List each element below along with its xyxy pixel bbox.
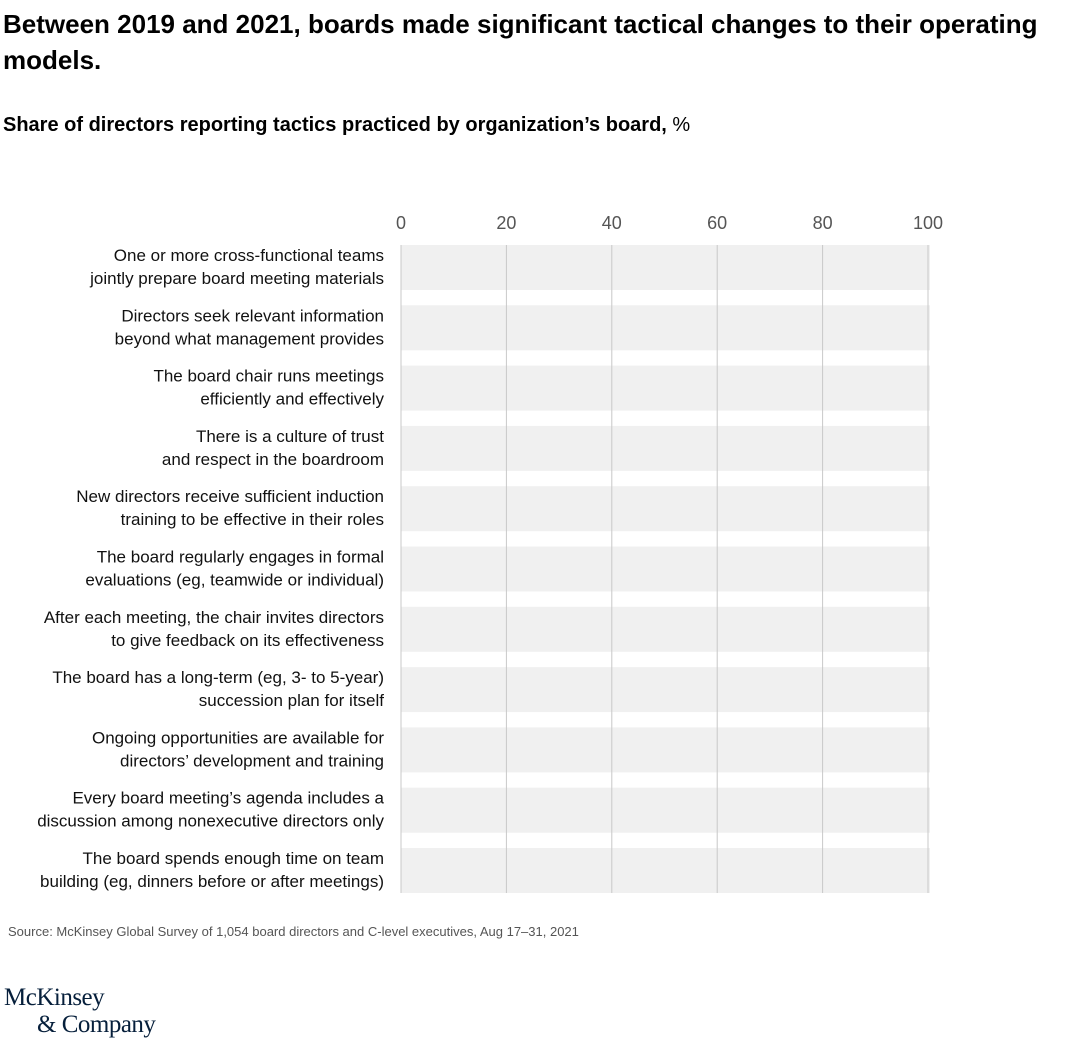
- bar-track: [401, 727, 930, 773]
- category-label: The board spends enough time on team: [83, 849, 384, 868]
- source-note: Source: McKinsey Global Survey of 1,054 …: [8, 924, 579, 939]
- category-label: Every board meeting’s agenda includes a: [72, 789, 384, 808]
- bar-track: [401, 305, 930, 351]
- category-label: The board has a long-term (eg, 3- to 5-y…: [52, 668, 384, 687]
- x-tick-label: 60: [707, 213, 727, 233]
- category-label: succession plan for itself: [199, 691, 384, 710]
- category-label: Ongoing opportunities are available for: [92, 728, 384, 747]
- mckinsey-logo: McKinsey & Company: [4, 984, 156, 1038]
- bar-track: [401, 425, 930, 471]
- category-label: After each meeting, the chair invites di…: [44, 608, 384, 627]
- category-label: The board regularly engages in formal: [97, 548, 384, 567]
- subtitle-text: Share of directors reporting tactics pra…: [3, 114, 667, 136]
- category-label: The board chair runs meetings: [153, 367, 384, 386]
- bar-track: [401, 787, 930, 833]
- category-label: to give feedback on its effectiveness: [111, 631, 384, 650]
- bar-track: [401, 546, 930, 592]
- bar-track: [401, 606, 930, 652]
- bar-track: [401, 365, 930, 411]
- category-label: directors’ development and training: [120, 751, 384, 770]
- category-label: building (eg, dinners before or after me…: [40, 872, 384, 891]
- bar-track: [401, 667, 930, 713]
- category-label: Directors seek relevant information: [121, 306, 384, 325]
- x-tick-label: 100: [913, 213, 943, 233]
- bar-track: [401, 245, 930, 290]
- bar-track: [401, 486, 930, 532]
- category-label: and respect in the boardroom: [162, 450, 384, 469]
- category-label: efficiently and effectively: [200, 390, 384, 409]
- chart-title: Between 2019 and 2021, boards made signi…: [3, 9, 1038, 75]
- category-label: training to be effective in their roles: [121, 510, 384, 529]
- subtitle-unit: %: [672, 114, 691, 136]
- category-label: New directors receive sufficient inducti…: [76, 487, 384, 506]
- category-label: beyond what management provides: [115, 329, 384, 348]
- x-tick-label: 40: [602, 213, 622, 233]
- x-tick-label: 20: [496, 213, 516, 233]
- bar-chart: One or more cross-functional teams jointl…: [37, 213, 943, 893]
- category-label: One or more cross-functional teams: [114, 246, 384, 265]
- x-tick-label: 80: [813, 213, 833, 233]
- category-label: jointly prepare board meeting materials: [89, 269, 384, 288]
- category-label: There is a culture of trust: [196, 427, 384, 446]
- chart-subtitle: Share of directors reporting tactics pra…: [3, 111, 690, 139]
- x-tick-label: 0: [396, 213, 406, 233]
- category-label: discussion among nonexecutive directors …: [37, 812, 384, 831]
- bar-track: [401, 848, 930, 893]
- category-label: evaluations (eg, teamwide or individual): [85, 571, 384, 590]
